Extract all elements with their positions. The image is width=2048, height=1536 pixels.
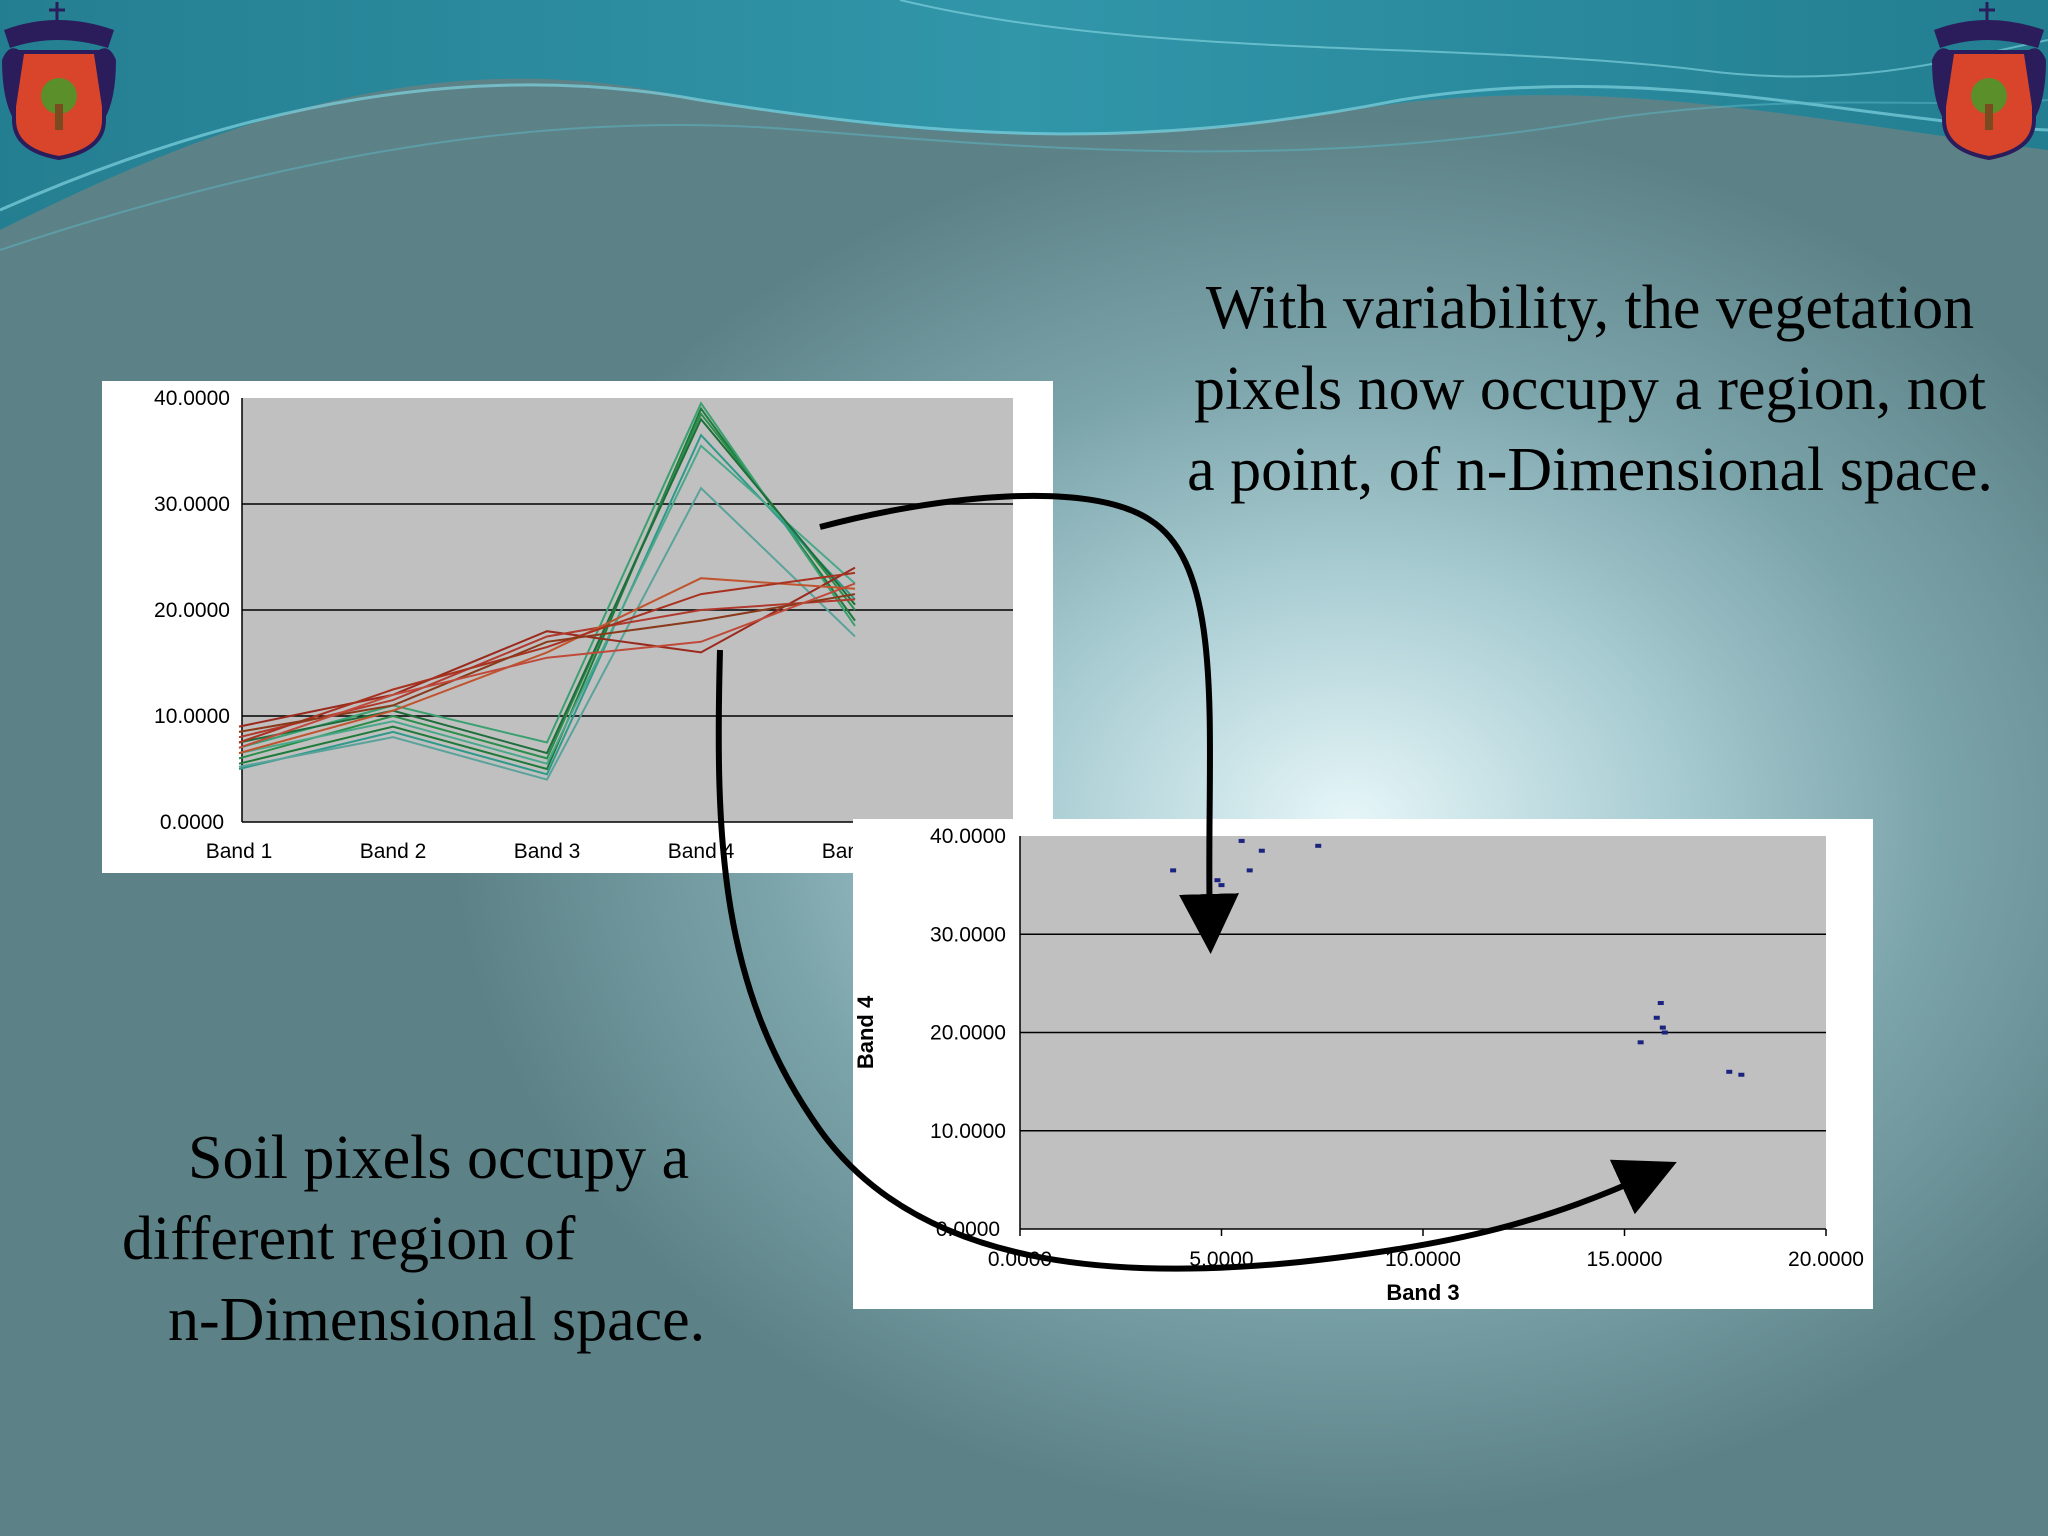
band-scatter-chart: 0.0000 10.0000 20.0000 30.0000 40.0000 0.0000… [853,819,1873,1309]
vegetation-caption: With variability, the vegetation pixels … [1187,274,1993,504]
scatter-y-tick-label: 10.0000 [930,1120,1006,1143]
soil-caption-line-3: n-Dimensional space. [168,1286,706,1354]
soil-caption-line-1: Soil pixels occupy a [188,1124,690,1192]
soil-series-line [238,593,856,733]
university-logo-left [2,2,116,160]
scatter-x-axis-title: Band 3 [1386,1280,1459,1305]
scatter-chart-svg: 0.0000 10.0000 20.0000 30.0000 40.0000 0.0000… [853,825,1864,1305]
line-x-tick-label: Band 1 [206,840,273,863]
soil-series-line [238,566,856,728]
scatter-x-tick-label: 10.0000 [1385,1248,1461,1271]
scatter-point [1661,1030,1668,1035]
line-chart-svg: 0.0000 10.0000 20.0000 30.0000 40.0000 Band 1… [154,387,1013,863]
line-y-tick-label: 10.0000 [154,705,230,728]
band-line-chart: 0.0000 10.0000 20.0000 30.0000 40.0000 Band 1… [102,381,1053,873]
soil-series-line [238,582,856,749]
line-y-tick-label: 30.0000 [154,493,230,516]
scatter-point [1659,1025,1666,1030]
vegetation-series-line [238,401,856,749]
scatter-x-tick-label: 20.0000 [1788,1248,1864,1271]
scatter-point [1218,883,1225,888]
soil-series-line [238,571,856,744]
vegetation-series-line [238,411,856,760]
scatter-point [1657,1001,1664,1006]
soil-caption-line-2: different region of [122,1205,576,1273]
scatter-point [1653,1015,1660,1020]
scatter-y-tick-label: 30.0000 [930,923,1006,946]
scatter-point [1246,868,1253,873]
vegetation-series-line [238,486,856,781]
line-y-tick-label: 40.0000 [154,387,230,410]
scatter-point [1637,1040,1644,1045]
scatter-x-tick-label: 0.0000 [988,1248,1052,1271]
vegetation-series-line [238,417,856,755]
scatter-point [1170,868,1177,873]
line-x-tick-label: Band 4 [668,840,735,863]
scatter-y-tick-label: 0.0000 [936,1218,1000,1241]
soil-caption: Soil pixels occupy a different region of… [122,1118,890,1361]
line-y-tick-label: 0.0000 [160,811,224,834]
line-x-tick-label: Band 2 [360,840,427,863]
vegetation-series-line [238,433,856,776]
university-logo-right [1932,2,2046,160]
scatter-point [1214,878,1221,883]
scatter-y-tick-label: 40.0000 [930,825,1006,848]
scatter-point [1738,1072,1745,1077]
scatter-point [1238,838,1245,843]
scatter-point [1258,848,1265,853]
line-x-tick-label: Band 3 [514,840,581,863]
scatter-y-axis-title: Band 4 [853,995,878,1069]
vegetation-series-line [238,444,856,765]
scatter-x-tick-label: 5.0000 [1189,1248,1253,1271]
scatter-x-tick-label: 15.0000 [1587,1248,1663,1271]
scatter-y-tick-label: 20.0000 [930,1022,1006,1045]
soil-series-line [238,577,856,755]
scatter-point [1202,915,1209,920]
scatter-point [1315,843,1322,848]
line-y-tick-label: 20.0000 [154,599,230,622]
scatter-point [1726,1069,1733,1074]
decorative-wave-banner [0,0,2048,251]
